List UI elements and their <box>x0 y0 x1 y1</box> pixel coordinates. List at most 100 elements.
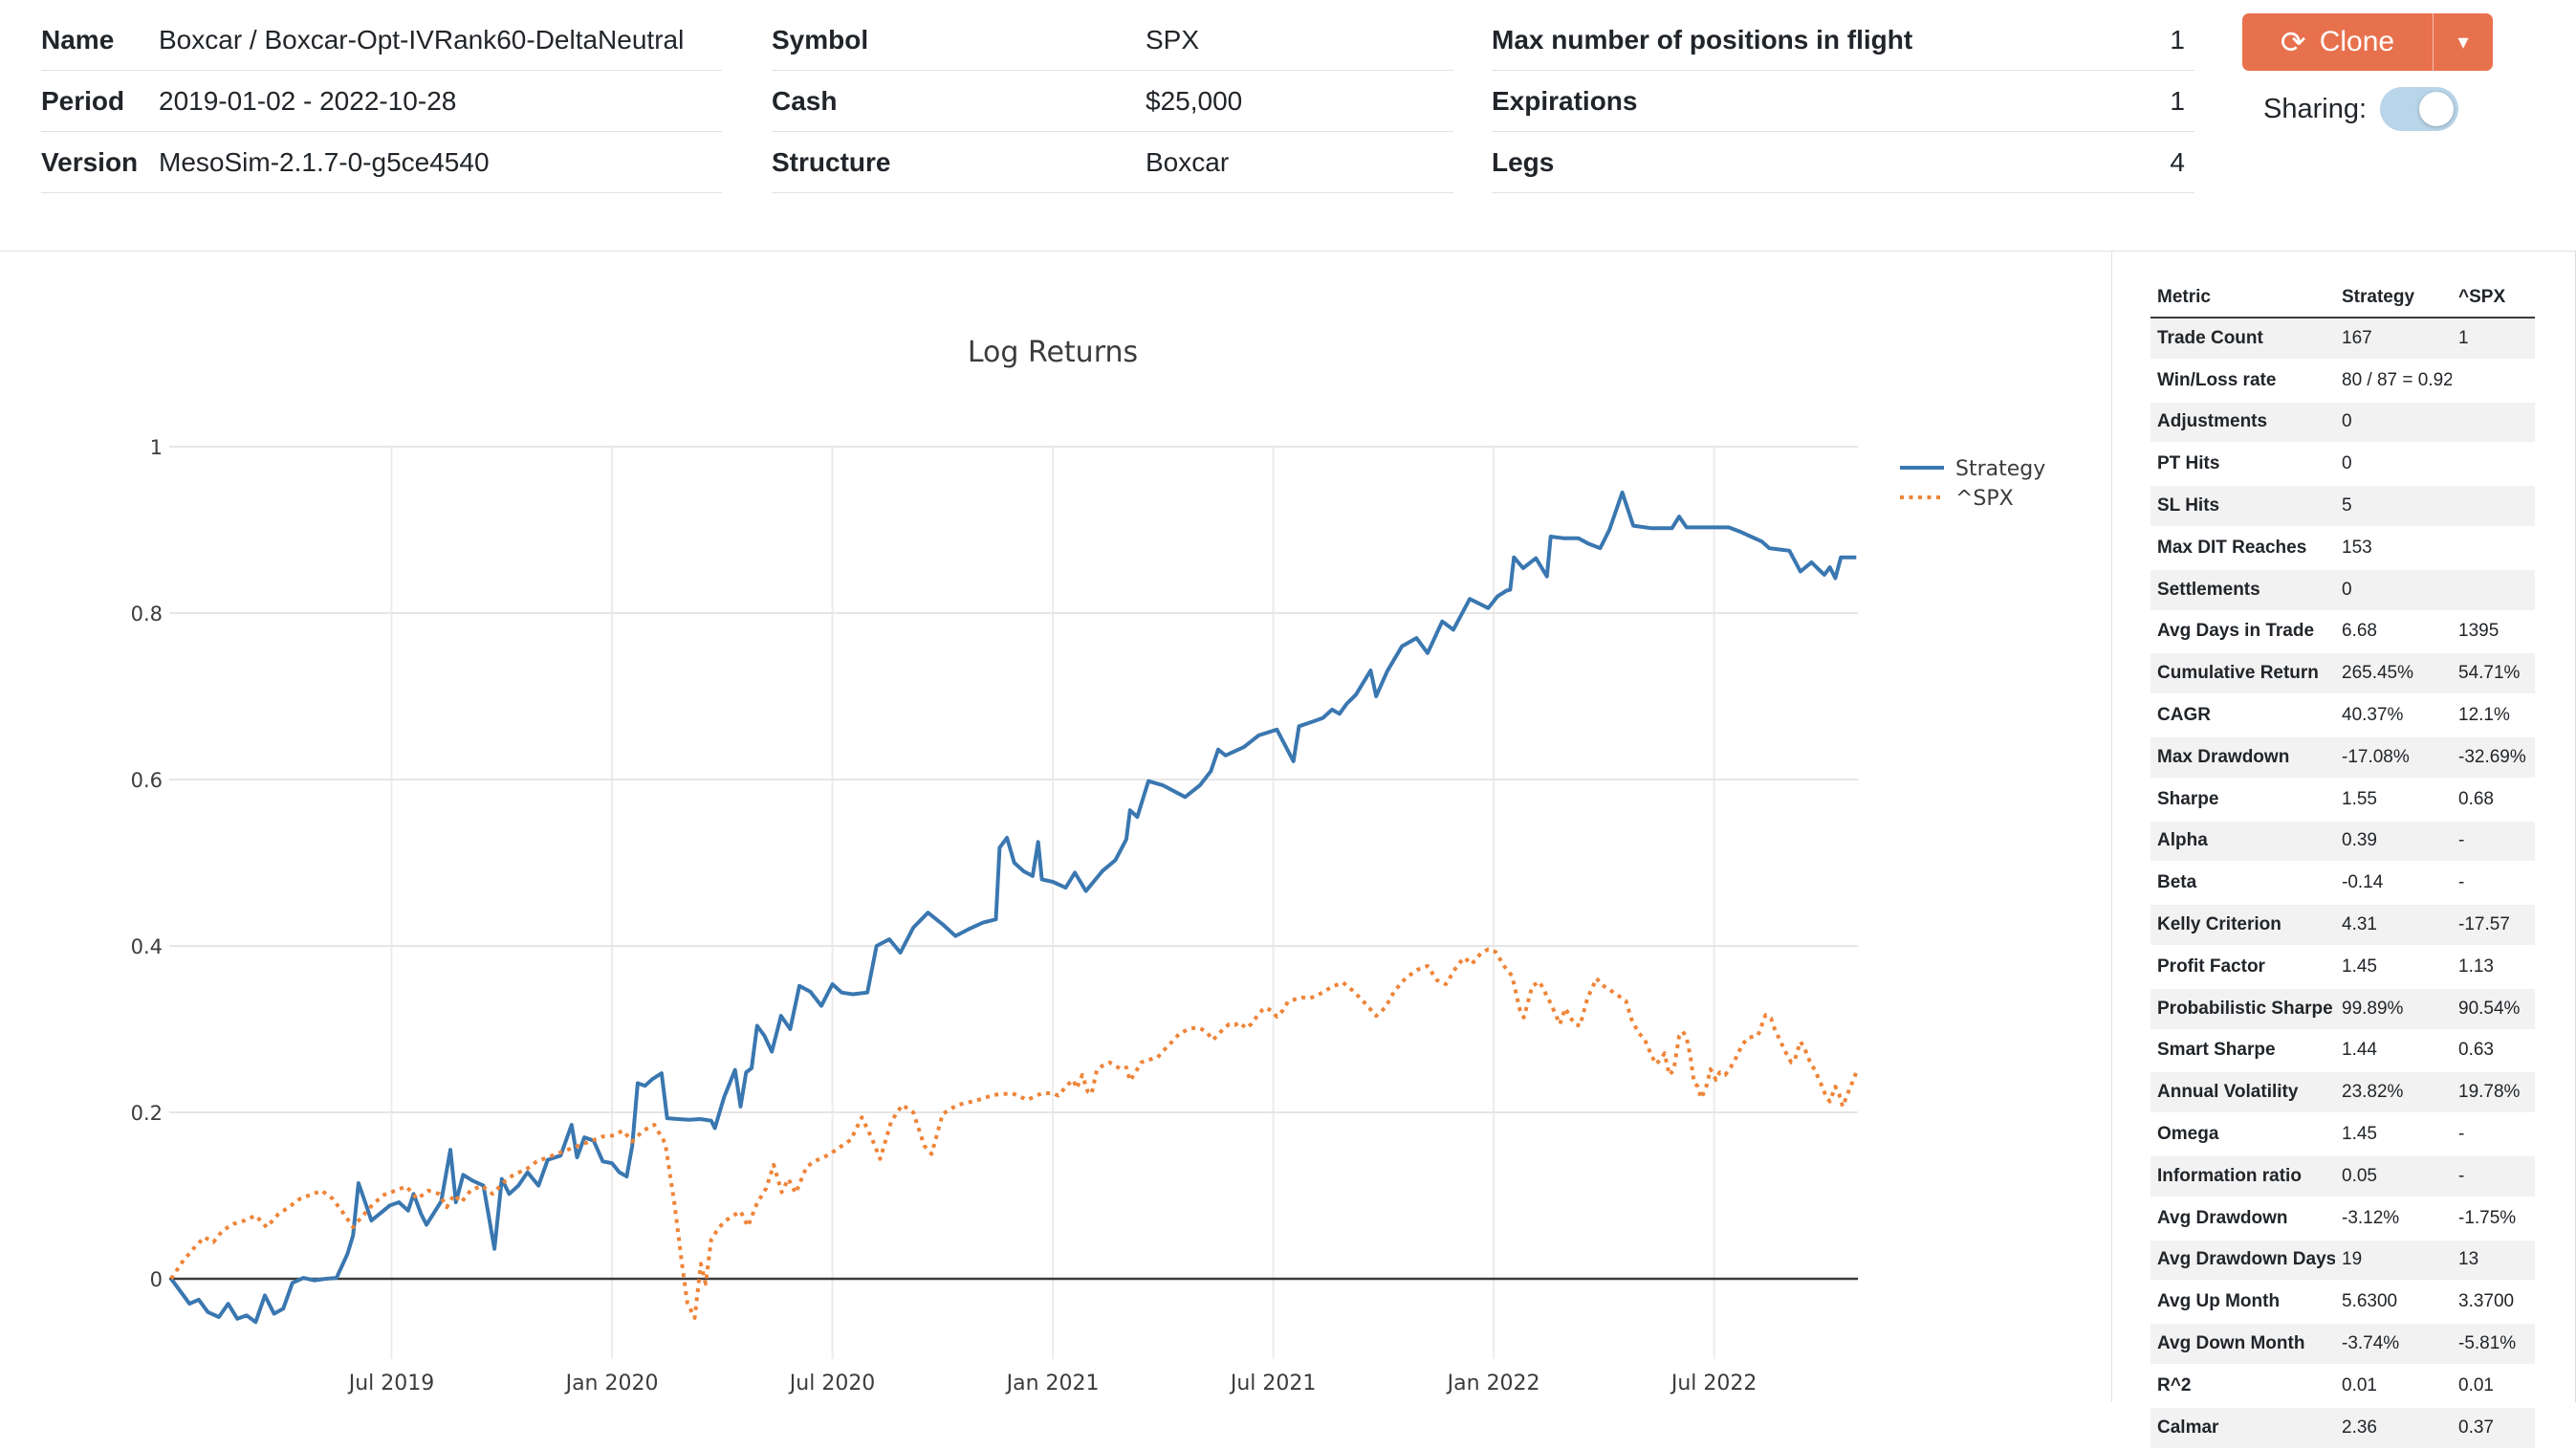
legend-item-spx[interactable]: ^SPX <box>1900 487 2014 511</box>
metric-strategy-value: -3.12% <box>2342 1207 2400 1228</box>
metrics-column-header: Strategy <box>2335 278 2452 319</box>
metric-row: Settlements 0 <box>2150 568 2535 611</box>
metric-row: Avg Drawdown Days 19 13 <box>2150 1239 2535 1282</box>
metric-name: Avg Days in Trade <box>2157 621 2315 642</box>
metric-name: Win/Loss rate <box>2157 369 2277 390</box>
metric-strategy-value: 5.6300 <box>2342 1291 2398 1312</box>
clone-button-divider <box>2433 13 2434 71</box>
metric-name: Adjustments <box>2157 411 2268 432</box>
y-tick-label: 0.2 <box>131 1102 163 1125</box>
field-label: Symbol <box>772 24 869 55</box>
metric-row: Max DIT Reaches 153 <box>2150 527 2535 569</box>
metric-name: Trade Count <box>2157 327 2263 348</box>
field-value: 4 <box>2170 146 2185 177</box>
header-field-row: Symbol SPX <box>772 10 1453 71</box>
metric-strategy-value: -3.74% <box>2342 1333 2400 1354</box>
field-value: 1 <box>2170 24 2185 55</box>
metric-strategy-value: 1.44 <box>2342 1040 2377 1061</box>
refresh-icon: ⟳ <box>2280 25 2306 59</box>
metric-row: Adjustments 0 <box>2150 401 2535 444</box>
sharing-control: Sharing: <box>2263 87 2459 131</box>
legend-item-strategy[interactable]: Strategy <box>1900 457 2045 481</box>
chart-pane: Log Returns Jul 2019 Jan 2020 Jul 2020 Jan … <box>0 252 2111 1402</box>
summary-header: Name Boxcar / Boxcar-Opt-IVRank60-DeltaNe… <box>0 0 2576 251</box>
metric-row: Sharpe 1.55 0.68 <box>2150 779 2535 821</box>
metric-name: Calmar <box>2157 1417 2219 1438</box>
header-col-right: Max number of positions in flight 1 Expira… <box>1492 10 2194 193</box>
metric-spx-value <box>2452 527 2535 569</box>
metric-row: Kelly Criterion 4.31 -17.57 <box>2150 904 2535 946</box>
log-returns-chart: Jul 2019 Jan 2020 Jul 2020 Jan 2021 Jul 2021… <box>131 436 2046 1395</box>
metrics-column-header: ^SPX <box>2452 278 2535 319</box>
metric-row: Avg Drawdown -3.12% -1.75% <box>2150 1197 2535 1240</box>
metric-spx-value: 3.3700 <box>2458 1291 2515 1312</box>
header-field-row: Period 2019-01-02 - 2022-10-28 <box>41 71 722 132</box>
metric-strategy-value: 0.05 <box>2342 1165 2377 1186</box>
metric-name: Max DIT Reaches <box>2157 537 2307 558</box>
x-tick-label: Jul 2020 <box>788 1372 876 1395</box>
metrics-table: Metric Strategy ^SPX Trade Count 167 1 Win/Lo… <box>2150 278 2535 1450</box>
metric-row: Calmar 2.36 0.37 <box>2150 1406 2535 1449</box>
metric-strategy-value: 1.45 <box>2342 956 2377 977</box>
metric-strategy-value: 153 <box>2342 537 2372 558</box>
metric-spx-value <box>2452 402 2535 444</box>
field-label: Legs <box>1492 146 1555 177</box>
metric-strategy-value: 0 <box>2342 411 2352 432</box>
metric-spx-value: 1 <box>2458 327 2469 348</box>
metric-name: Avg Up Month <box>2157 1291 2281 1312</box>
metric-row: Avg Days in Trade 6.68 1395 <box>2150 611 2535 653</box>
sharing-label: Sharing: <box>2263 93 2368 124</box>
metric-strategy-value: -0.14 <box>2342 872 2384 893</box>
metric-strategy-value: 2.36 <box>2342 1417 2377 1438</box>
clone-button[interactable]: ⟳ Clone ▾ <box>2242 13 2493 71</box>
clone-dropdown-caret[interactable]: ▾ <box>2434 13 2493 71</box>
metric-name: Omega <box>2157 1124 2219 1145</box>
header-field-row: Structure Boxcar <box>772 132 1453 193</box>
metric-spx-value: -1.75% <box>2458 1207 2517 1228</box>
metric-row: CAGR 40.37% 12.1% <box>2150 694 2535 736</box>
metric-name: Smart Sharpe <box>2157 1040 2276 1061</box>
metric-spx-value <box>2452 485 2535 527</box>
metric-name: CAGR <box>2157 705 2211 726</box>
metric-name: Profit Factor <box>2157 956 2265 977</box>
metric-name: Avg Down Month <box>2157 1333 2305 1354</box>
field-value: 2019-01-02 - 2022-10-28 <box>159 85 457 116</box>
x-tick-label: Jan 2021 <box>1005 1372 1100 1395</box>
header-col-mid: Symbol SPX Cash $25,000 Structure Boxcar <box>772 10 1453 193</box>
metric-name: Probabilistic Sharpe <box>2157 998 2333 1019</box>
header-field-row: Cash $25,000 <box>772 71 1453 132</box>
metric-spx-value: 90.54% <box>2458 998 2521 1019</box>
field-value: $25,000 <box>1146 85 1243 116</box>
sharing-toggle[interactable] <box>2380 87 2459 131</box>
clone-button-label: Clone <box>2319 26 2395 57</box>
metric-row: Trade Count 167 1 <box>2150 318 2535 360</box>
y-tick-label: 0.4 <box>131 935 163 958</box>
header-field-row: Expirations 1 <box>1492 71 2194 132</box>
y-tick-label: 1 <box>150 436 163 459</box>
metric-spx-value: 54.71% <box>2458 663 2521 684</box>
field-value: 1 <box>2170 85 2185 116</box>
metric-name: Avg Drawdown Days <box>2157 1249 2335 1270</box>
metric-name: R^2 <box>2157 1374 2192 1395</box>
metric-name: PT Hits <box>2157 453 2220 474</box>
metric-spx-value <box>2452 569 2535 611</box>
field-label: Max number of positions in flight <box>1492 24 1913 55</box>
field-value: Boxcar / Boxcar-Opt-IVRank60-DeltaNeutra… <box>159 24 685 55</box>
metric-spx-value: -17.57 <box>2458 914 2510 935</box>
metrics-column-header: Metric <box>2150 278 2335 319</box>
metric-row: Profit Factor 1.45 1.13 <box>2150 946 2535 988</box>
clone-button-main[interactable]: ⟳ Clone <box>2242 13 2433 71</box>
metric-name: Settlements <box>2157 579 2260 600</box>
metric-spx-value: - <box>2458 1124 2465 1145</box>
metric-name: Avg Drawdown <box>2157 1207 2288 1228</box>
metric-strategy-value: 23.82% <box>2342 1082 2404 1103</box>
metric-row: Annual Volatility 23.82% 19.78% <box>2150 1071 2535 1114</box>
metric-row: Smart Sharpe 1.44 0.63 <box>2150 1030 2535 1072</box>
metric-row: SL Hits 5 <box>2150 485 2535 527</box>
metric-row: R^2 0.01 0.01 <box>2150 1365 2535 1407</box>
metric-strategy-value: 5 <box>2342 495 2352 516</box>
metric-strategy-value: -17.08% <box>2342 746 2410 767</box>
field-label: Structure <box>772 146 891 177</box>
x-tick-label: Jul 2022 <box>1670 1372 1757 1395</box>
metric-row: PT Hits 0 <box>2150 443 2535 486</box>
